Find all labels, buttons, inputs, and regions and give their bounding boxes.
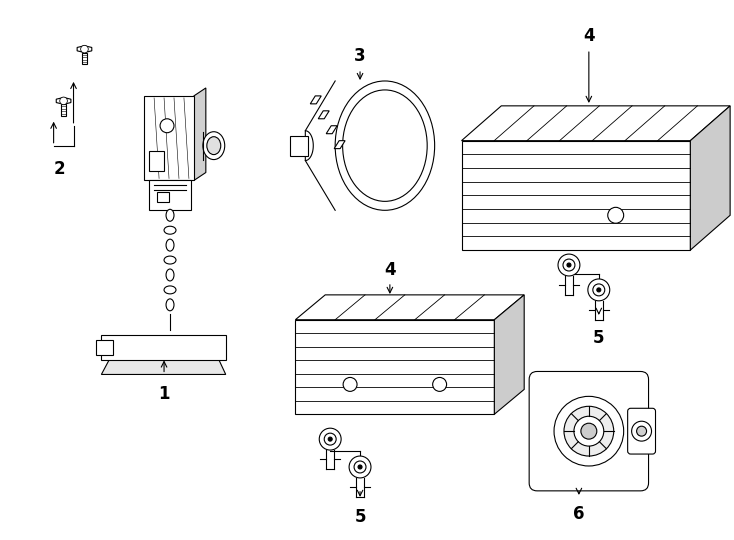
Polygon shape [326,126,337,134]
Polygon shape [334,140,345,148]
Polygon shape [96,340,113,355]
Circle shape [319,428,341,450]
Ellipse shape [164,226,176,234]
Text: 5: 5 [593,329,605,347]
Ellipse shape [335,81,435,210]
Polygon shape [101,360,226,374]
Circle shape [636,426,647,436]
Circle shape [349,456,371,478]
Circle shape [358,465,362,469]
Text: 4: 4 [384,261,396,279]
Circle shape [588,279,610,301]
Ellipse shape [207,137,221,154]
Text: 4: 4 [583,27,595,45]
Polygon shape [319,111,329,119]
Polygon shape [494,295,524,414]
Polygon shape [310,96,321,104]
Polygon shape [194,88,206,180]
Ellipse shape [203,132,225,160]
Polygon shape [77,46,92,52]
Circle shape [564,406,614,456]
Bar [157,192,169,202]
Circle shape [59,97,68,105]
FancyBboxPatch shape [529,372,649,491]
Ellipse shape [166,299,174,311]
Ellipse shape [164,256,176,264]
Text: 5: 5 [355,508,366,526]
Circle shape [563,259,575,271]
Polygon shape [101,335,226,360]
Text: 2: 2 [54,159,65,178]
Circle shape [324,433,336,445]
Circle shape [581,423,597,439]
Bar [291,136,308,156]
Circle shape [632,421,652,441]
Bar [149,151,164,171]
Circle shape [160,119,174,133]
Ellipse shape [166,210,174,221]
Polygon shape [295,320,494,414]
Ellipse shape [164,286,176,294]
Ellipse shape [166,239,174,251]
Text: 1: 1 [159,386,170,403]
Text: 6: 6 [573,505,585,523]
Circle shape [608,207,624,223]
Polygon shape [462,106,730,140]
Circle shape [354,461,366,473]
Polygon shape [82,52,87,64]
Polygon shape [295,295,524,320]
Circle shape [574,416,604,446]
Circle shape [432,377,446,392]
Polygon shape [305,131,313,160]
Polygon shape [462,140,691,250]
Ellipse shape [343,90,427,201]
Circle shape [343,377,357,392]
Text: 3: 3 [355,47,366,65]
Circle shape [328,437,333,441]
Polygon shape [149,180,191,210]
FancyBboxPatch shape [628,408,655,454]
Circle shape [597,288,601,292]
Polygon shape [57,98,71,104]
Circle shape [593,284,605,296]
Circle shape [554,396,624,466]
Circle shape [558,254,580,276]
Polygon shape [691,106,730,250]
Circle shape [567,263,571,267]
Ellipse shape [166,269,174,281]
Circle shape [81,45,88,53]
Polygon shape [62,104,65,116]
Polygon shape [144,96,194,180]
